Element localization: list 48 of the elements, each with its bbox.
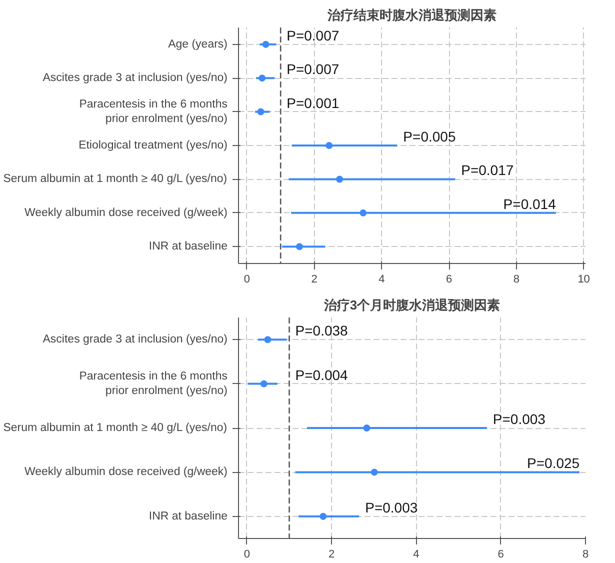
annotation: P=0.003 <box>492 411 546 427</box>
x-tick-label: 2 <box>311 274 318 286</box>
point <box>336 176 344 183</box>
annotation: P=0.004 <box>295 366 348 383</box>
chart-title: 治疗3个月时腹水消退预测因素 <box>322 298 500 312</box>
x-tick-label: 2 <box>328 548 335 560</box>
point <box>370 468 378 476</box>
point <box>363 424 370 432</box>
point <box>320 512 327 520</box>
point <box>258 74 266 82</box>
x-tick-label: 4 <box>378 274 385 286</box>
y-tick-label: Serum albumin at 1 month ≥ 40 g/L (yes/no) <box>3 173 228 186</box>
y-tick-label: Ascites grade 3 at inclusion (yes/no) <box>42 334 228 346</box>
point <box>296 243 303 250</box>
y-tick-label: Age (years) <box>168 38 228 50</box>
annotation: P=0.025 <box>527 455 580 472</box>
x-tick-label: 6 <box>498 548 504 560</box>
annotation: P=0.001 <box>286 94 340 111</box>
annotation: P=0.003 <box>365 499 418 516</box>
y-tick-label: Serum albumin at 1 month ≥ 40 g/L (yes/no) <box>3 422 228 434</box>
annotation: P=0.005 <box>403 128 456 144</box>
x-tick-label: 0 <box>244 548 250 560</box>
y-tick-label: Etiological treatment (yes/no) <box>78 140 228 152</box>
x-tick-label: 4 <box>413 548 420 560</box>
point <box>262 40 270 48</box>
y-tick-label: Paracentesis in the 6 months prior enrolment (yes/no) <box>79 370 228 397</box>
annotation: P=0.014 <box>503 196 556 212</box>
point <box>257 108 264 116</box>
annotation: P=0.038 <box>295 322 348 339</box>
y-tick-label: Ascites grade 3 at inclusion (yes/no) <box>42 72 228 84</box>
point <box>326 142 333 149</box>
y-tick-label: Paracentesis in the 6 months prior enrolment (yes/no) <box>79 98 228 125</box>
annotation: P=0.017 <box>461 162 514 178</box>
point <box>360 209 367 216</box>
x-tick-label: 6 <box>446 274 452 286</box>
y-tick-label: Weekly albumin dose received (g/week) <box>24 466 228 478</box>
x-tick-label: 0 <box>244 274 250 286</box>
point <box>264 336 272 344</box>
y-tick-label: INR at baseline <box>148 510 228 522</box>
y-tick-label: Weekly albumin dose received (g/week) <box>24 206 228 219</box>
x-tick-label: 10 <box>578 274 590 286</box>
x-tick-label: 8 <box>582 548 589 560</box>
point <box>260 380 268 388</box>
y-tick-label: INR at baseline <box>148 240 228 253</box>
annotation: P=0.007 <box>286 27 340 44</box>
x-tick-label: 8 <box>513 274 520 286</box>
annotation: P=0.007 <box>286 61 340 78</box>
chart-title: 治疗结束时腹水消退预测因素 <box>326 8 496 22</box>
